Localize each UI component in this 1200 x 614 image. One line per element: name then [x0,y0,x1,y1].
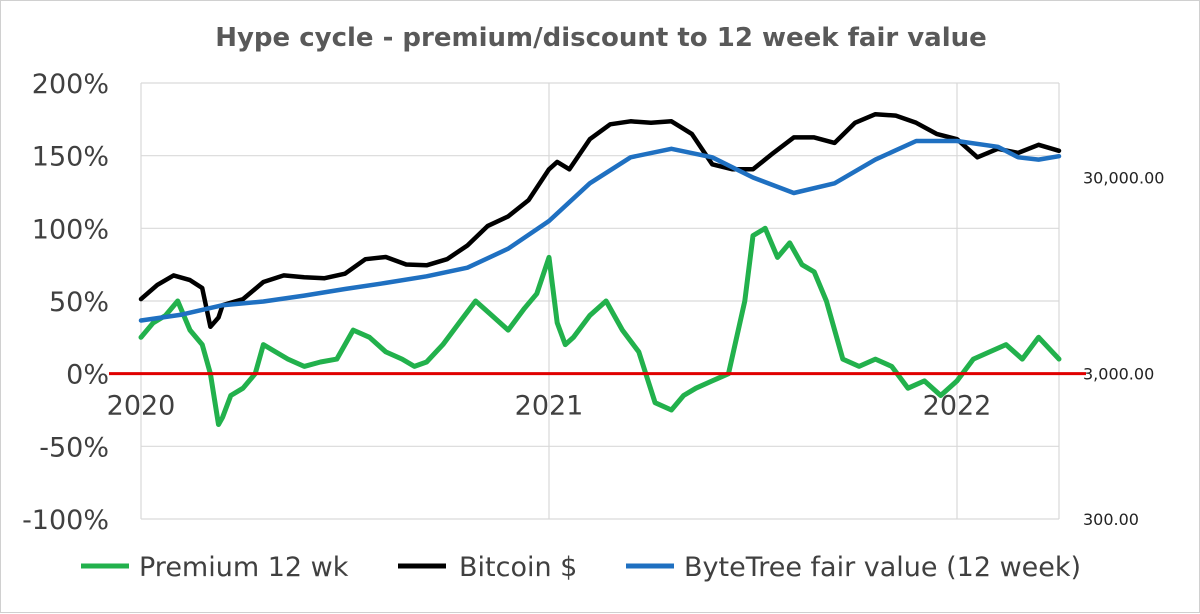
series-fair-value-line [138,138,1062,323]
y-tick-label: -50% [39,432,109,463]
y2-tick-label: 30,000.00 [1083,168,1164,187]
legend-premium-label: Premium 12 wk [139,552,349,583]
x-tick-label: 2022 [923,391,992,422]
y2-tick-label: 3,000.00 [1083,365,1154,384]
y-tick-label: 50% [49,287,109,318]
legend-bitcoin-label: Bitcoin $ [459,552,577,583]
series-premium-line [138,225,1062,427]
chart-title: Hype cycle - premium/discount to 12 week… [215,23,987,53]
y-tick-label: 100% [32,214,109,245]
y-tick-label: -100% [22,505,109,536]
y-tick-label: 150% [32,142,109,173]
series-bitcoin-line [138,111,1062,330]
legend-fair-value-label: ByteTree fair value (12 week) [684,552,1081,583]
y-tick-label: 200% [32,69,109,100]
y-tick-label: 0% [66,360,109,391]
x-tick-label: 2020 [107,391,176,422]
y2-tick-label: 300.00 [1083,510,1139,529]
x-tick-label: 2021 [515,391,584,422]
